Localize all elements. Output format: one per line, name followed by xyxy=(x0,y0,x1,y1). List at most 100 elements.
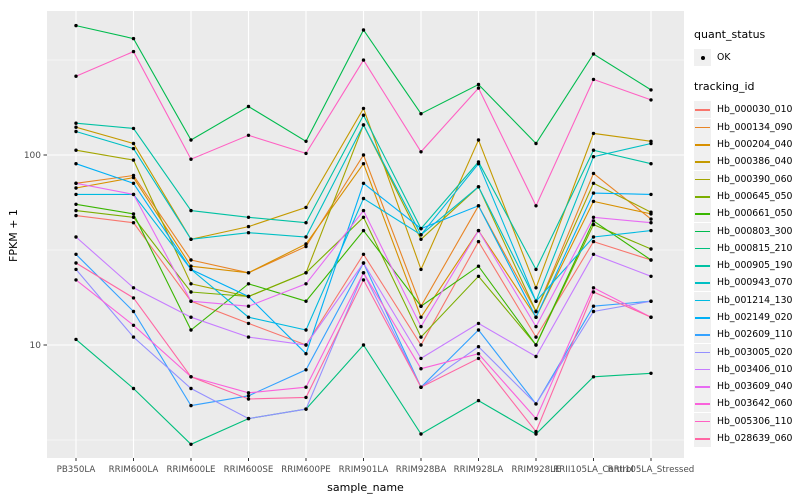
x-tick-label: PB350LA xyxy=(57,465,96,475)
data-point xyxy=(131,175,136,180)
data-point xyxy=(361,196,366,201)
legend-key xyxy=(694,412,711,430)
x-tick-label: RRIM600LA xyxy=(109,465,159,475)
data-point xyxy=(74,121,78,125)
line-swatch-icon xyxy=(695,438,710,440)
data-point xyxy=(591,171,596,176)
data-point xyxy=(131,126,136,131)
data-point xyxy=(649,98,653,102)
data-point xyxy=(131,192,136,197)
data-point xyxy=(189,386,193,391)
line-swatch-icon xyxy=(695,195,710,198)
data-point xyxy=(591,235,596,239)
data-point xyxy=(591,222,596,227)
data-point xyxy=(649,247,653,251)
data-point xyxy=(246,391,251,395)
legend-key xyxy=(694,49,711,67)
data-point xyxy=(476,228,481,233)
data-point xyxy=(476,352,481,356)
data-point xyxy=(649,221,653,225)
data-point xyxy=(419,367,423,371)
data-point xyxy=(304,343,308,347)
data-point xyxy=(591,181,596,185)
data-point xyxy=(591,286,596,290)
data-point xyxy=(534,354,538,359)
data-point xyxy=(591,290,596,294)
x-tick-label: RRIM600PE xyxy=(281,465,330,475)
data-point xyxy=(246,397,251,401)
data-point xyxy=(649,258,653,262)
data-point xyxy=(476,82,481,87)
legend-key xyxy=(694,170,711,188)
legend-item-Hb_000390_060: Hb_000390_060 xyxy=(694,170,800,188)
data-point xyxy=(361,28,366,32)
data-point xyxy=(361,113,366,117)
data-point xyxy=(189,237,193,241)
legend-item-label: Hb_000134_090 xyxy=(717,121,793,133)
line-swatch-icon xyxy=(695,161,710,163)
data-point xyxy=(304,368,308,372)
data-point xyxy=(131,309,136,314)
y-tick-label: 100 xyxy=(24,151,41,161)
data-point xyxy=(591,219,596,223)
data-point xyxy=(649,371,653,375)
data-point xyxy=(649,228,653,233)
data-point xyxy=(591,239,596,244)
data-point xyxy=(74,337,78,342)
data-point xyxy=(74,252,78,256)
legend-item-Hb_000030_010: Hb_000030_010 xyxy=(694,101,800,119)
legend-item-list: Hb_000030_010 Hb_000134_090 Hb_000204_040 H… xyxy=(694,101,800,448)
legend-item-label: Hb_000204_040 xyxy=(717,139,793,151)
data-point xyxy=(189,442,193,446)
legend-item-label: Hb_002609_110 xyxy=(717,329,793,341)
legend-item-Hb_000803_300: Hb_000803_300 xyxy=(694,222,800,240)
data-point xyxy=(361,252,366,256)
data-point xyxy=(131,323,136,327)
data-point xyxy=(591,309,596,314)
legend-item-Hb_000386_040: Hb_000386_040 xyxy=(694,153,800,171)
line-swatch-icon xyxy=(695,386,710,388)
legend-item-label: Hb_001214_130 xyxy=(717,294,793,306)
line-swatch-icon xyxy=(695,247,710,250)
line-swatch-icon xyxy=(695,317,710,319)
legend-item-label: Hb_005306_110 xyxy=(717,415,793,427)
data-point xyxy=(361,261,366,265)
data-point xyxy=(74,148,78,152)
data-point xyxy=(189,208,193,213)
data-point xyxy=(74,186,78,190)
data-point xyxy=(591,304,596,308)
data-point xyxy=(534,286,538,290)
data-point xyxy=(476,328,481,332)
data-point xyxy=(419,267,423,272)
x-tick-label: RRIM901LA xyxy=(339,465,389,475)
data-point xyxy=(189,375,193,379)
line-swatch-icon xyxy=(695,178,710,181)
data-point xyxy=(476,398,481,403)
legend-item-Hb_003609_040: Hb_003609_040 xyxy=(694,378,800,396)
data-point xyxy=(246,335,251,339)
data-point xyxy=(649,299,653,303)
data-point xyxy=(304,151,308,156)
data-point xyxy=(304,242,308,246)
data-point xyxy=(419,315,423,319)
data-point xyxy=(131,286,136,290)
data-point xyxy=(189,157,193,161)
legend-item-ok: OK xyxy=(694,49,800,67)
data-point xyxy=(246,304,251,308)
data-point xyxy=(534,432,538,436)
legend-title-tracking-id: tracking_id xyxy=(694,80,755,94)
legend-item-Hb_028639_060: Hb_028639_060 xyxy=(694,430,800,448)
data-point xyxy=(304,235,308,239)
data-point xyxy=(189,138,193,142)
data-point xyxy=(189,403,193,408)
data-point xyxy=(74,202,78,206)
data-point xyxy=(361,343,366,347)
data-point xyxy=(74,235,78,239)
data-point xyxy=(131,212,136,216)
data-point xyxy=(591,215,596,219)
data-point xyxy=(419,112,423,116)
data-point xyxy=(476,239,481,244)
data-point xyxy=(534,315,538,319)
line-swatch-icon xyxy=(695,265,710,267)
